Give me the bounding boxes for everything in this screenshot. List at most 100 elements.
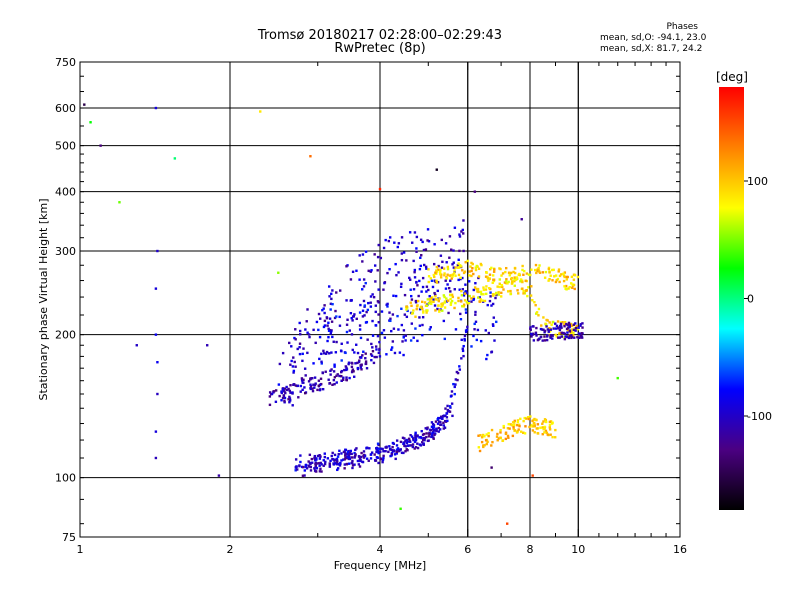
data-point [376, 269, 379, 272]
data-point [295, 465, 298, 468]
data-point [580, 336, 584, 339]
data-point [509, 289, 512, 293]
data-point [358, 465, 362, 468]
stats-header: Phases [666, 22, 698, 32]
data-point [564, 335, 567, 338]
data-point [346, 455, 350, 459]
data-point [563, 271, 567, 274]
data-point [427, 302, 430, 305]
data-point [557, 327, 560, 330]
data-point [482, 445, 485, 449]
data-point [392, 449, 395, 452]
data-point [324, 460, 327, 464]
data-point [381, 460, 384, 464]
data-point [479, 339, 483, 343]
data-point [135, 344, 138, 347]
data-point [581, 326, 584, 329]
data-point [379, 457, 383, 461]
data-point [474, 310, 477, 314]
data-point [464, 283, 467, 286]
data-point [523, 269, 526, 273]
data-point [412, 288, 416, 291]
data-point [308, 453, 312, 457]
data-point [311, 461, 314, 464]
data-point [298, 464, 301, 468]
data-point [431, 427, 435, 431]
data-point [536, 432, 540, 435]
data-point [376, 255, 380, 259]
data-point [447, 286, 451, 290]
data-point [351, 368, 355, 371]
data-point [298, 321, 301, 325]
data-point [410, 322, 414, 325]
data-point [519, 417, 522, 421]
data-point [364, 352, 367, 355]
data-point [547, 330, 550, 333]
data-point [402, 329, 406, 332]
data-point [296, 468, 299, 471]
data-point [435, 168, 438, 171]
data-point [516, 423, 519, 427]
data-point [537, 266, 540, 270]
data-point [322, 349, 325, 353]
data-point [388, 267, 391, 271]
data-point [398, 448, 402, 452]
data-point [463, 334, 467, 337]
chart-subtitle: RwPretec (8p) [334, 41, 426, 56]
data-point [389, 317, 392, 320]
data-point [450, 293, 454, 297]
data-point [405, 438, 408, 442]
data-point [339, 289, 342, 292]
data-point [268, 391, 272, 394]
data-point [532, 422, 536, 425]
data-point [542, 328, 545, 331]
data-point [535, 271, 538, 275]
data-point [565, 288, 568, 291]
data-point [512, 426, 515, 429]
data-point [301, 381, 304, 384]
data-point [334, 462, 337, 465]
data-point [332, 378, 336, 382]
data-point [374, 459, 378, 462]
data-point [156, 361, 159, 364]
data-point [285, 388, 289, 392]
data-point [416, 284, 419, 287]
data-point [354, 448, 357, 452]
data-point [363, 314, 366, 317]
data-point [411, 241, 414, 244]
data-point [496, 285, 499, 288]
data-point [399, 507, 402, 510]
data-point [460, 294, 464, 297]
data-point [386, 302, 389, 306]
data-point [506, 282, 509, 285]
data-point [482, 433, 485, 437]
data-point [551, 268, 554, 272]
data-point [385, 353, 388, 356]
data-point [395, 439, 399, 442]
data-point [156, 392, 159, 396]
data-point [370, 342, 373, 346]
data-point [501, 439, 505, 442]
data-point [357, 463, 361, 466]
data-point [359, 366, 363, 369]
data-point [565, 278, 569, 281]
data-point [335, 340, 338, 344]
data-point [419, 256, 422, 260]
data-point [560, 335, 564, 338]
data-point [374, 345, 378, 348]
data-point [320, 470, 323, 473]
data-point [432, 298, 435, 301]
data-point [448, 235, 452, 238]
data-point [473, 328, 476, 331]
data-point [530, 285, 533, 288]
y-tick-label: 75 [62, 531, 76, 544]
data-point [529, 326, 532, 329]
data-point [423, 436, 427, 440]
data-point [333, 459, 336, 462]
data-point [516, 289, 519, 292]
data-point [314, 341, 317, 345]
data-point [415, 281, 418, 284]
data-point [340, 342, 343, 345]
data-point [452, 382, 455, 386]
data-point [421, 316, 425, 319]
